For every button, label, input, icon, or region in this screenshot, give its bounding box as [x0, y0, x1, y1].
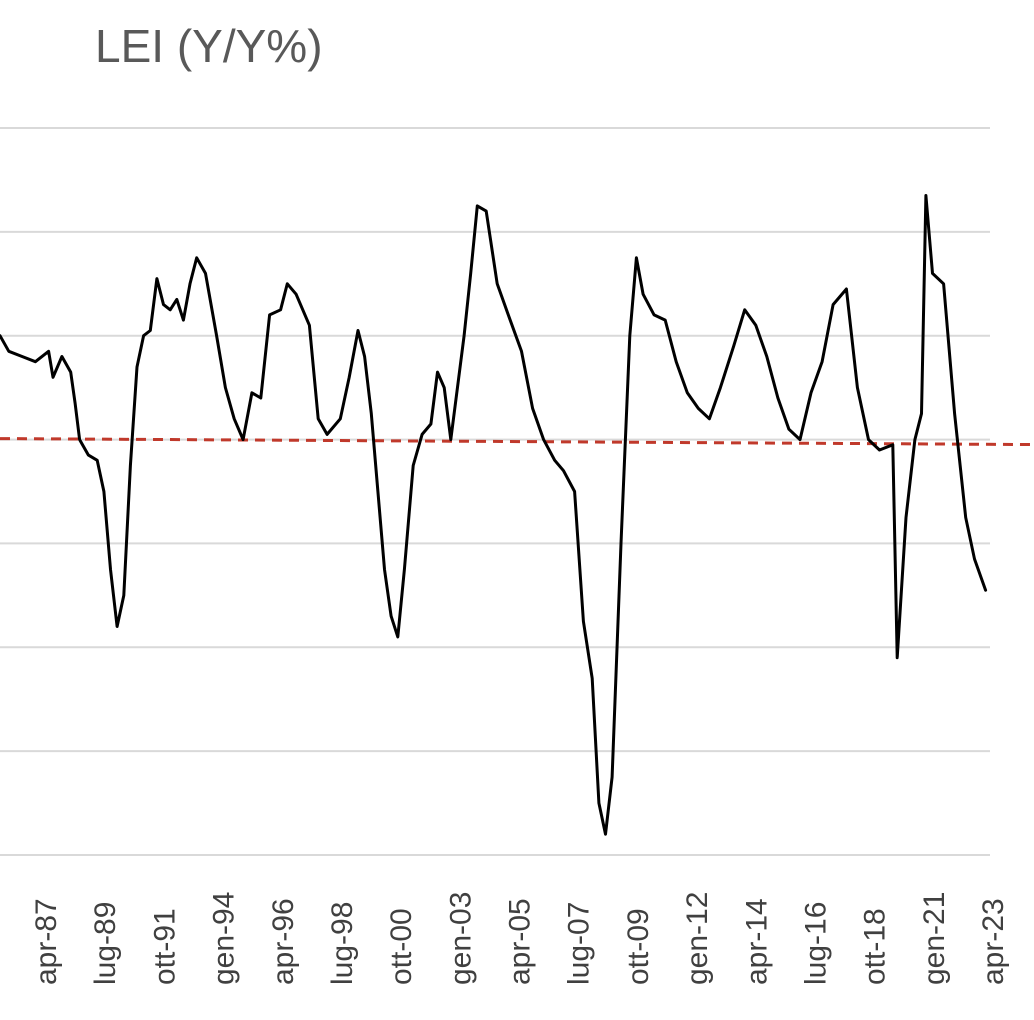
- x-tick-label: ott-18: [859, 908, 892, 985]
- x-tick-label: lug-89: [89, 902, 122, 985]
- x-tick-label: apr-05: [504, 898, 537, 985]
- chart-title: LEI (Y/Y%): [95, 20, 323, 72]
- x-axis-tick-labels: apr-87 lug-89 ott-91 gen-94 apr-96 lug-98 ott-…: [30, 892, 1010, 985]
- x-tick-label: ott-91: [148, 908, 181, 985]
- x-tick-label: lug-16: [799, 902, 832, 985]
- lei-series-line: [0, 194, 988, 836]
- x-tick-label: ott-09: [622, 908, 655, 985]
- x-tick-label: lug-98: [326, 902, 359, 985]
- x-tick-label: apr-14: [740, 898, 773, 985]
- x-tick-label: apr-96: [267, 898, 300, 985]
- x-tick-label: gen-03: [444, 892, 477, 985]
- gridlines: [0, 127, 990, 856]
- x-tick-label: apr-23: [977, 898, 1010, 985]
- x-tick-label: gen-12: [681, 892, 714, 985]
- x-tick-label: gen-94: [208, 892, 241, 985]
- zero-reference-line: [0, 437, 1034, 447]
- x-tick-label: lug-07: [563, 902, 596, 985]
- x-tick-label: ott-00: [385, 908, 418, 985]
- x-tick-label: gen-21: [918, 892, 951, 985]
- x-tick-label: apr-87: [30, 898, 63, 985]
